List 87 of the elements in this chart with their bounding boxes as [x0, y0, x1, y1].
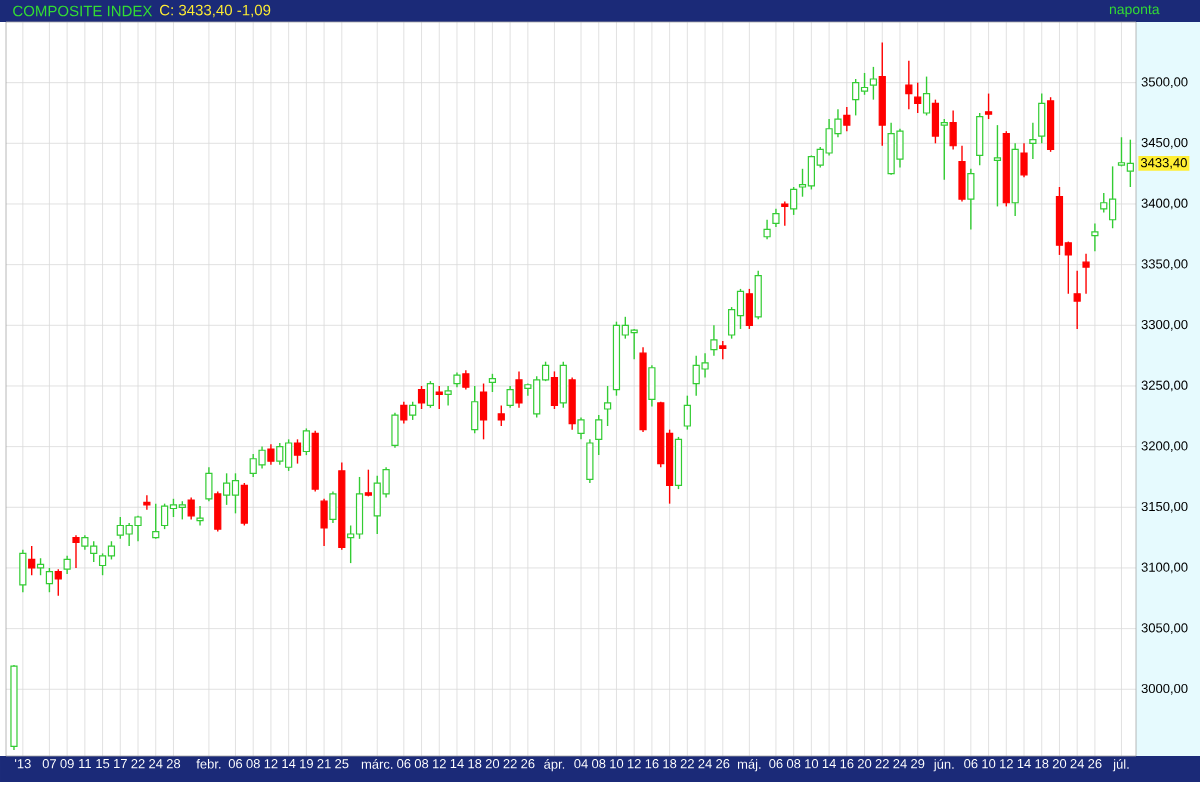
candlestick [409, 401, 417, 421]
candlestick [852, 78, 860, 117]
candlestick [905, 60, 913, 111]
candlestick [674, 436, 683, 490]
candlestick [772, 208, 780, 228]
candlestick [577, 416, 585, 441]
candlestick [302, 427, 310, 456]
candlestick [515, 370, 523, 409]
candlestick [417, 385, 426, 410]
candlestick [506, 385, 514, 409]
candlestick [160, 502, 169, 530]
candlestick [595, 414, 603, 456]
candlestick [72, 534, 80, 569]
candlestick [745, 288, 753, 330]
candlestick [267, 443, 275, 466]
candlestick [763, 219, 771, 240]
candlestick [1038, 92, 1046, 145]
candlestick [1091, 222, 1099, 252]
candlestick [276, 442, 284, 466]
candlestick [400, 401, 408, 425]
candlestick [488, 373, 497, 393]
candlestick [364, 468, 372, 498]
candlestick [231, 472, 240, 515]
candlestick [914, 81, 922, 114]
candlestick [701, 352, 709, 379]
candlestick [843, 106, 851, 132]
candlestick [1117, 136, 1126, 168]
candlestick [1020, 142, 1028, 178]
candlestick [497, 404, 505, 427]
candlestick [435, 385, 443, 410]
candlestick [169, 498, 178, 518]
candlestick [63, 555, 71, 575]
candlestick [603, 385, 612, 427]
candlestick [586, 438, 594, 484]
candlestick [391, 411, 399, 449]
candlestick [178, 500, 186, 521]
candlestick [993, 124, 1002, 208]
candlestick [293, 438, 302, 465]
candlestick [107, 540, 116, 561]
candlestick [754, 270, 762, 320]
candlestick [462, 369, 470, 391]
candlestick [869, 66, 878, 101]
candlestick [790, 186, 798, 216]
candlestick [426, 380, 435, 409]
candlestick [320, 498, 328, 547]
candlestick [719, 340, 727, 360]
candlestick [258, 445, 266, 470]
candlestick [568, 376, 576, 431]
candlestick [984, 92, 993, 120]
candlestick [28, 545, 36, 576]
candlestick [949, 109, 957, 151]
candlestick [550, 370, 559, 410]
candlestick [45, 567, 54, 593]
candlestick [940, 118, 948, 181]
candlestick [931, 98, 940, 145]
candlestick [152, 502, 160, 540]
candlestick [648, 364, 656, 408]
candlestick [98, 552, 107, 576]
candlestick [736, 288, 745, 330]
candlestick [976, 112, 984, 166]
candlestick [54, 568, 62, 597]
candlestick [355, 476, 364, 540]
candlestick [683, 394, 691, 431]
candlestick [1100, 192, 1108, 214]
candlestick [781, 200, 789, 227]
candlestick [223, 472, 231, 506]
candlestick [205, 466, 213, 502]
candlestick [187, 496, 195, 521]
candlestick [1126, 138, 1134, 188]
candlestick [19, 549, 27, 593]
candlestick [1073, 270, 1081, 330]
candlestick [958, 145, 966, 203]
candlestick [860, 72, 869, 96]
candlestick [1029, 121, 1037, 160]
candlestick [214, 490, 222, 533]
candlestick [922, 75, 931, 117]
candlestick [967, 168, 975, 231]
candlestick [196, 505, 204, 527]
candlestick [1082, 253, 1090, 295]
candlestick [710, 324, 718, 357]
candlestick [559, 361, 567, 409]
candlestick [471, 385, 479, 434]
candlestick [143, 494, 151, 511]
candlestick [444, 385, 452, 407]
candlestick [479, 382, 488, 441]
candlestick [329, 490, 337, 524]
candlestick [240, 482, 248, 527]
